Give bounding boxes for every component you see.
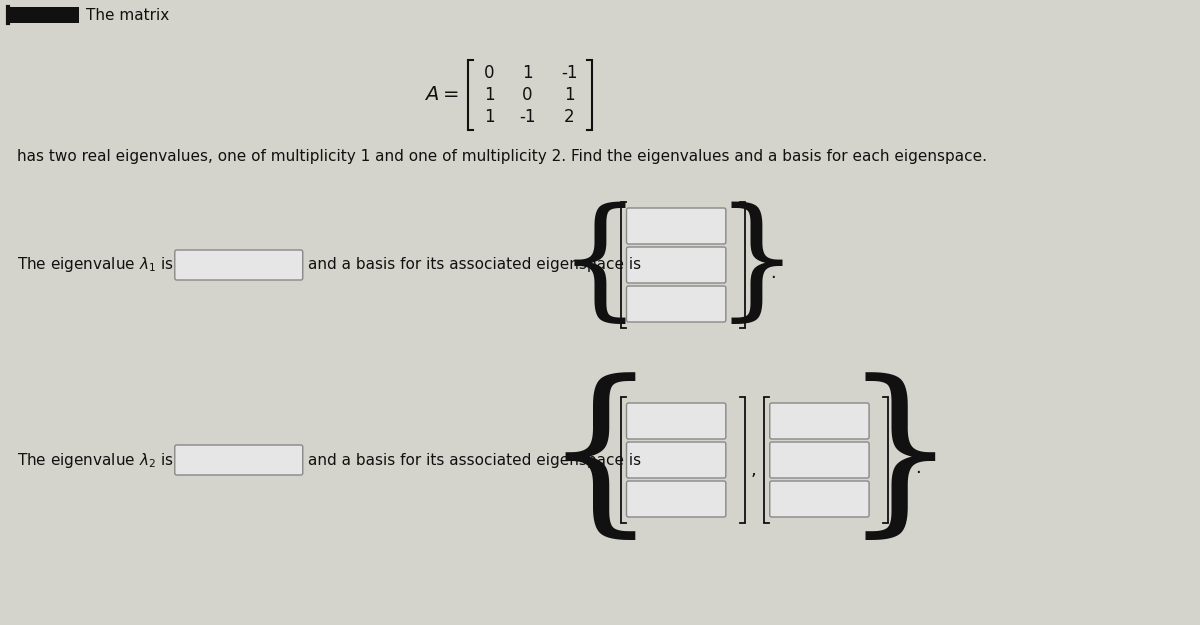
FancyBboxPatch shape <box>626 208 726 244</box>
Text: 1: 1 <box>484 86 494 104</box>
FancyBboxPatch shape <box>626 286 726 322</box>
FancyBboxPatch shape <box>7 7 79 23</box>
Text: has two real eigenvalues, one of multiplicity 1 and one of multiplicity 2. Find : has two real eigenvalues, one of multipl… <box>17 149 988 164</box>
Text: $A =$: $A =$ <box>424 86 458 104</box>
Text: The eigenvalue $\lambda_2$ is: The eigenvalue $\lambda_2$ is <box>17 451 174 469</box>
Text: The matrix: The matrix <box>86 8 169 22</box>
Text: }: } <box>842 372 958 548</box>
Text: 2: 2 <box>564 108 575 126</box>
FancyBboxPatch shape <box>769 403 869 439</box>
Text: }: } <box>714 201 798 329</box>
Text: The eigenvalue $\lambda_1$ is: The eigenvalue $\lambda_1$ is <box>17 256 174 274</box>
Text: {: { <box>558 201 642 329</box>
Text: -1: -1 <box>518 108 535 126</box>
FancyBboxPatch shape <box>769 442 869 478</box>
Text: ,: , <box>751 461 756 479</box>
FancyBboxPatch shape <box>626 481 726 517</box>
Text: -1: -1 <box>560 64 577 82</box>
FancyBboxPatch shape <box>175 445 302 475</box>
Text: and a basis for its associated eigenspace is: and a basis for its associated eigenspac… <box>307 452 641 468</box>
FancyBboxPatch shape <box>626 403 726 439</box>
Text: 1: 1 <box>522 64 533 82</box>
FancyBboxPatch shape <box>769 481 869 517</box>
FancyBboxPatch shape <box>626 442 726 478</box>
Text: 1: 1 <box>484 108 494 126</box>
Text: .: . <box>914 459 920 477</box>
FancyBboxPatch shape <box>626 247 726 283</box>
Text: and a basis for its associated eigenspace is: and a basis for its associated eigenspac… <box>307 258 641 272</box>
Text: .: . <box>769 264 775 282</box>
Text: 1: 1 <box>564 86 575 104</box>
Text: 0: 0 <box>522 86 533 104</box>
Text: {: { <box>542 372 658 548</box>
Text: 0: 0 <box>484 64 494 82</box>
FancyBboxPatch shape <box>175 250 302 280</box>
